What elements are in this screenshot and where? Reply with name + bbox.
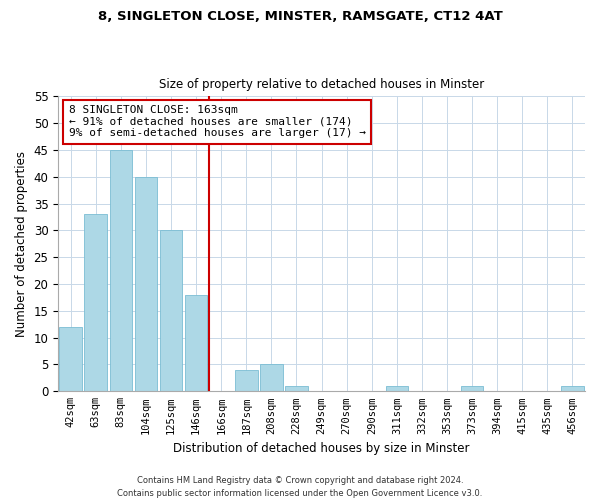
Bar: [235, 370, 257, 392]
Text: 8, SINGLETON CLOSE, MINSTER, RAMSGATE, CT12 4AT: 8, SINGLETON CLOSE, MINSTER, RAMSGATE, C…: [98, 10, 502, 23]
Bar: [461, 386, 484, 392]
Bar: [386, 386, 408, 392]
Bar: [59, 327, 82, 392]
Bar: [110, 150, 132, 392]
X-axis label: Distribution of detached houses by size in Minster: Distribution of detached houses by size …: [173, 442, 470, 455]
Bar: [160, 230, 182, 392]
Bar: [134, 177, 157, 392]
Bar: [260, 364, 283, 392]
Bar: [185, 295, 208, 392]
Bar: [285, 386, 308, 392]
Title: Size of property relative to detached houses in Minster: Size of property relative to detached ho…: [159, 78, 484, 91]
Text: Contains public sector information licensed under the Open Government Licence v3: Contains public sector information licen…: [118, 488, 482, 498]
Text: Contains HM Land Registry data © Crown copyright and database right 2024.: Contains HM Land Registry data © Crown c…: [137, 476, 463, 485]
Y-axis label: Number of detached properties: Number of detached properties: [15, 151, 28, 337]
Bar: [85, 214, 107, 392]
Bar: [561, 386, 584, 392]
Text: 8 SINGLETON CLOSE: 163sqm
← 91% of detached houses are smaller (174)
9% of semi-: 8 SINGLETON CLOSE: 163sqm ← 91% of detac…: [68, 105, 365, 138]
